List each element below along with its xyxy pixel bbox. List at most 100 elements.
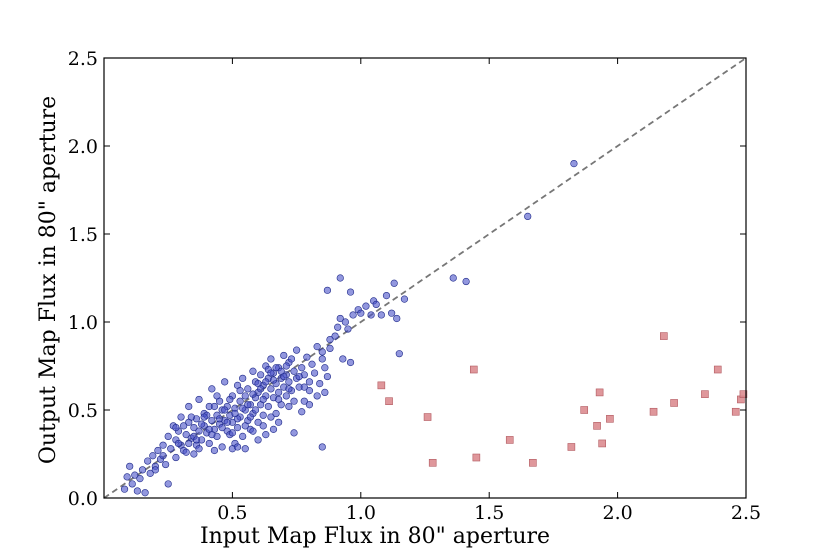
- data-point: [388, 309, 396, 317]
- data-point: [580, 406, 589, 414]
- data-point: [336, 274, 344, 282]
- data-point: [195, 395, 203, 404]
- data-point: [305, 401, 314, 409]
- data-point: [187, 413, 195, 421]
- data-point: [308, 360, 316, 368]
- data-point: [126, 462, 134, 470]
- data-point: [326, 336, 334, 344]
- data-point: [382, 292, 391, 300]
- data-point: [313, 392, 321, 400]
- data-point: [570, 160, 578, 168]
- series-2: [377, 332, 748, 467]
- data-point: [313, 343, 321, 351]
- data-point: [336, 314, 344, 323]
- data-point: [318, 355, 326, 363]
- data-point: [275, 418, 283, 426]
- data-point: [323, 372, 332, 381]
- data-point: [423, 413, 432, 421]
- data-point: [280, 351, 288, 360]
- data-point: [259, 395, 267, 404]
- x-tick-label: 1.5: [474, 502, 504, 524]
- y-tick-label: 1.0: [68, 312, 98, 334]
- data-point: [290, 429, 298, 437]
- y-tick-label: 2.0: [68, 136, 98, 158]
- data-point: [264, 402, 272, 411]
- data-point: [326, 344, 334, 353]
- data-point: [670, 399, 678, 407]
- data-point: [185, 402, 193, 411]
- data-point: [154, 446, 162, 455]
- data-point: [246, 413, 254, 421]
- plot-area: [103, 57, 748, 499]
- data-point: [218, 424, 226, 432]
- data-point: [346, 358, 355, 367]
- data-point: [395, 350, 403, 358]
- data-point: [239, 432, 247, 441]
- data-point: [321, 388, 329, 397]
- data-point: [136, 475, 144, 483]
- data-point: [251, 406, 260, 414]
- data-point: [323, 286, 332, 294]
- data-point: [208, 431, 216, 439]
- data-point: [185, 439, 193, 448]
- data-point: [300, 397, 308, 405]
- data-point: [120, 485, 129, 493]
- data-point: [239, 404, 247, 412]
- data-point: [208, 385, 216, 393]
- data-point: [182, 431, 190, 439]
- data-point: [305, 378, 314, 386]
- data-point: [123, 473, 131, 481]
- data-point: [282, 362, 290, 370]
- data-point: [241, 422, 249, 430]
- axis-ticks: 0.5 1.0 1.5 2.0 2.5 0.0 0.5 1.0 1.5 2.0 2.5: [68, 48, 761, 524]
- data-point: [172, 453, 180, 462]
- data-point: [200, 413, 208, 421]
- data-point: [249, 367, 257, 375]
- data-point: [167, 445, 175, 453]
- data-point: [272, 364, 280, 372]
- data-point: [244, 401, 252, 409]
- data-point: [228, 429, 236, 437]
- data-point: [249, 427, 257, 435]
- x-tick-label: 1.0: [346, 502, 376, 524]
- data-point: [174, 439, 183, 448]
- data-point: [177, 413, 185, 421]
- data-point: [267, 369, 275, 377]
- x-axis-title: Input Map Flux in 80" aperture: [200, 524, 550, 549]
- data-point: [236, 397, 244, 405]
- data-point: [144, 457, 152, 465]
- data-point: [151, 466, 159, 474]
- data-point: [285, 402, 293, 411]
- data-point: [739, 390, 748, 398]
- data-point: [267, 355, 275, 363]
- data-point: [267, 413, 275, 421]
- data-point: [215, 415, 224, 423]
- data-point: [162, 460, 170, 469]
- data-point: [269, 376, 278, 384]
- data-point: [277, 367, 285, 375]
- data-point: [377, 381, 386, 390]
- data-point: [449, 274, 457, 282]
- x-tick-label: 0.5: [217, 502, 247, 524]
- data-point: [295, 372, 303, 381]
- data-point: [180, 422, 188, 430]
- data-point: [182, 448, 190, 456]
- data-point: [390, 279, 398, 287]
- data-point: [275, 388, 283, 397]
- data-point: [334, 323, 342, 331]
- data-point: [249, 390, 257, 398]
- data-point: [272, 409, 280, 418]
- data-point: [524, 212, 532, 220]
- data-point: [221, 378, 229, 386]
- data-point: [649, 407, 658, 416]
- data-point: [159, 441, 167, 449]
- data-point: [133, 487, 141, 495]
- data-point: [131, 471, 139, 479]
- y-tick-label: 2.5: [68, 48, 98, 70]
- data-point: [241, 445, 249, 453]
- data-point: [226, 395, 234, 404]
- data-point: [701, 390, 709, 398]
- data-point: [205, 439, 213, 448]
- y-axis-title: Output Map Flux in 80" aperture: [36, 96, 61, 464]
